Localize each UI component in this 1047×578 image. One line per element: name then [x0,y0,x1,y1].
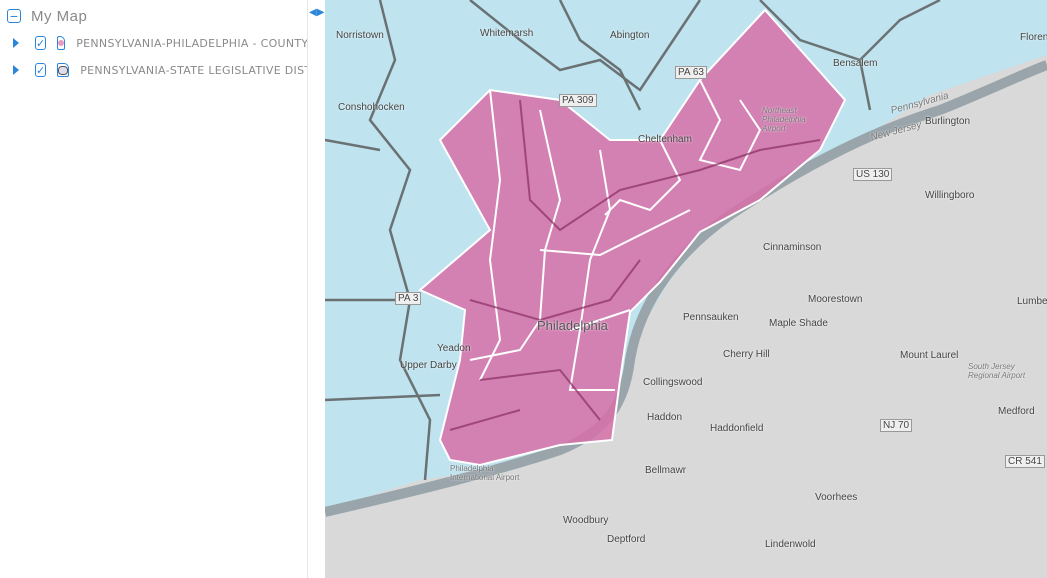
layer-checkbox[interactable]: ✓ [35,63,47,77]
layer-row: ✓ PENNSYLVANIA-STATE LEGISLATIVE DISTRIC… [0,60,307,80]
river [325,60,1047,517]
map-label: Bensalem [833,58,878,69]
map-label: Norristown [336,30,384,41]
map-label: Philadelphia [537,318,608,333]
map-root-row: − My Map [0,6,307,26]
map-label: Upper Darby [400,360,457,371]
collapse-icon[interactable]: − [7,8,21,24]
county-district-boundaries [449,99,821,431]
map-label: US 130 [853,168,893,181]
map-title: My Map [31,7,88,25]
map-label: Haddon [647,412,683,423]
map-label: Cherry Hill [723,349,770,360]
map-label: Maple Shade [769,318,828,329]
map-label: Conshohocken [338,102,405,113]
map-label: Cheltenham [638,134,692,145]
map-label: Bellmawr [645,465,687,476]
map-label: Medford [998,406,1035,417]
map-label: Whitemarsh [480,28,534,39]
district-boundaries [325,0,941,481]
map-label: Florence [1020,32,1047,43]
map-label: Northeast Philadelphia Airport [762,106,806,133]
map-label: South Jersey Regional Airport [968,362,1026,380]
map-label: Woodbury [563,515,609,526]
map-label: Deptford [607,534,646,545]
map-layers [325,0,1047,517]
layer-checkbox[interactable]: ✓ [35,36,47,50]
expand-icon[interactable] [13,65,19,75]
layer-label[interactable]: PENNSYLVANIA-STATE LEGISLATIVE DISTRICTS [80,63,307,77]
map-label: Willingboro [925,190,975,201]
layer-label[interactable]: PENNSYLVANIA-PHILADELPHIA - COUNTY [76,36,307,50]
map-label: Pennsauken [683,312,739,323]
layer-panel: − My Map ✓ PENNSYLVANIA-PHILADELPHIA - C… [0,0,308,578]
expand-icon[interactable] [13,38,19,48]
map-label: Haddonfield [710,423,764,434]
polygon-outline-icon [57,63,70,77]
map-label: Lumberton [1017,296,1047,307]
map-label: Philadelphia International Airport [450,464,520,482]
map-label: Yeadon [437,343,471,354]
map-canvas[interactable]: Norristown Whitemarsh Abington Bensalem … [325,0,1047,578]
map-label: Moorestown [808,294,863,305]
map-label: Burlington [925,116,971,127]
polygon-fill-icon [57,36,66,50]
map-label: PA 3 [395,292,422,305]
map-label: Voorhees [815,492,858,503]
county-district-lines [469,79,762,391]
map-label: Abington [610,30,650,41]
panel-toggle-icon[interactable]: ◀▶ [309,7,325,18]
map-label: Lindenwold [765,539,816,550]
map-label: Mount Laurel [900,350,959,361]
map-label: CR 541 [1005,455,1045,468]
map-label: NJ 70 [880,419,913,432]
map-label: Cinnaminson [763,242,822,253]
map-label: PA 63 [675,66,707,79]
map-label: PA 309 [559,94,597,107]
layer-row: ✓ PENNSYLVANIA-PHILADELPHIA - COUNTY [0,33,307,53]
map-label: Collingswood [643,377,703,388]
